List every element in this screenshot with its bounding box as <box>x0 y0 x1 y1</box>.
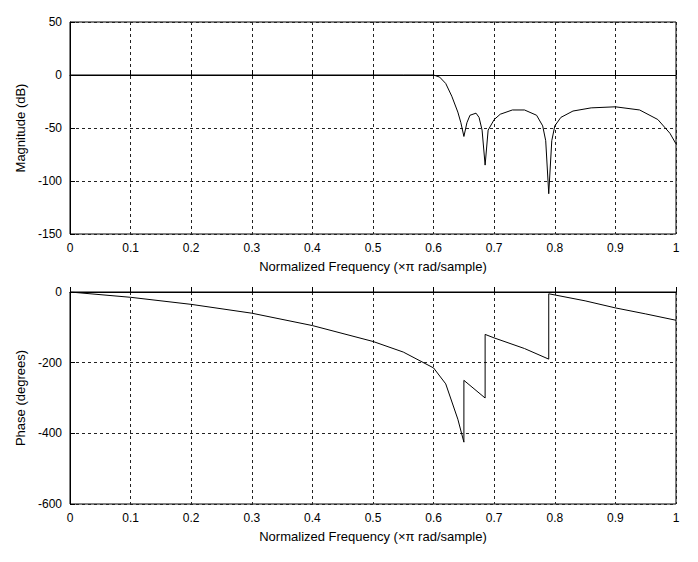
svg-text:0.7: 0.7 <box>486 511 503 525</box>
svg-text:Phase (degrees): Phase (degrees) <box>13 350 28 446</box>
svg-text:-50: -50 <box>45 121 63 135</box>
svg-text:0.1: 0.1 <box>122 511 139 525</box>
svg-text:0.8: 0.8 <box>546 241 563 255</box>
svg-text:0.9: 0.9 <box>607 241 624 255</box>
svg-text:-200: -200 <box>38 356 62 370</box>
svg-text:0.4: 0.4 <box>304 511 321 525</box>
svg-text:1: 1 <box>673 241 680 255</box>
svg-text:0.1: 0.1 <box>122 241 139 255</box>
svg-text:1: 1 <box>673 511 680 525</box>
svg-text:50: 50 <box>49 15 63 29</box>
svg-text:Magnitude (dB): Magnitude (dB) <box>13 84 28 173</box>
svg-text:0.5: 0.5 <box>365 241 382 255</box>
svg-text:-400: -400 <box>38 426 62 440</box>
svg-text:0.2: 0.2 <box>183 241 200 255</box>
svg-text:Normalized Frequency (×π rad/s: Normalized Frequency (×π rad/sample) <box>259 259 487 274</box>
svg-text:0: 0 <box>67 511 74 525</box>
svg-text:0.8: 0.8 <box>546 511 563 525</box>
svg-text:0.5: 0.5 <box>365 511 382 525</box>
svg-text:0.7: 0.7 <box>486 241 503 255</box>
svg-text:0.2: 0.2 <box>183 511 200 525</box>
svg-text:0.4: 0.4 <box>304 241 321 255</box>
svg-text:0: 0 <box>67 241 74 255</box>
svg-text:Normalized Frequency (×π rad/s: Normalized Frequency (×π rad/sample) <box>259 529 487 544</box>
svg-text:0.3: 0.3 <box>243 241 260 255</box>
svg-text:0.6: 0.6 <box>425 241 442 255</box>
svg-text:0.3: 0.3 <box>243 511 260 525</box>
svg-text:-100: -100 <box>38 174 62 188</box>
svg-text:0.9: 0.9 <box>607 511 624 525</box>
svg-text:-150: -150 <box>38 227 62 241</box>
svg-text:0: 0 <box>55 68 62 82</box>
svg-text:0.6: 0.6 <box>425 511 442 525</box>
svg-text:0: 0 <box>55 285 62 299</box>
svg-text:-600: -600 <box>38 497 62 511</box>
